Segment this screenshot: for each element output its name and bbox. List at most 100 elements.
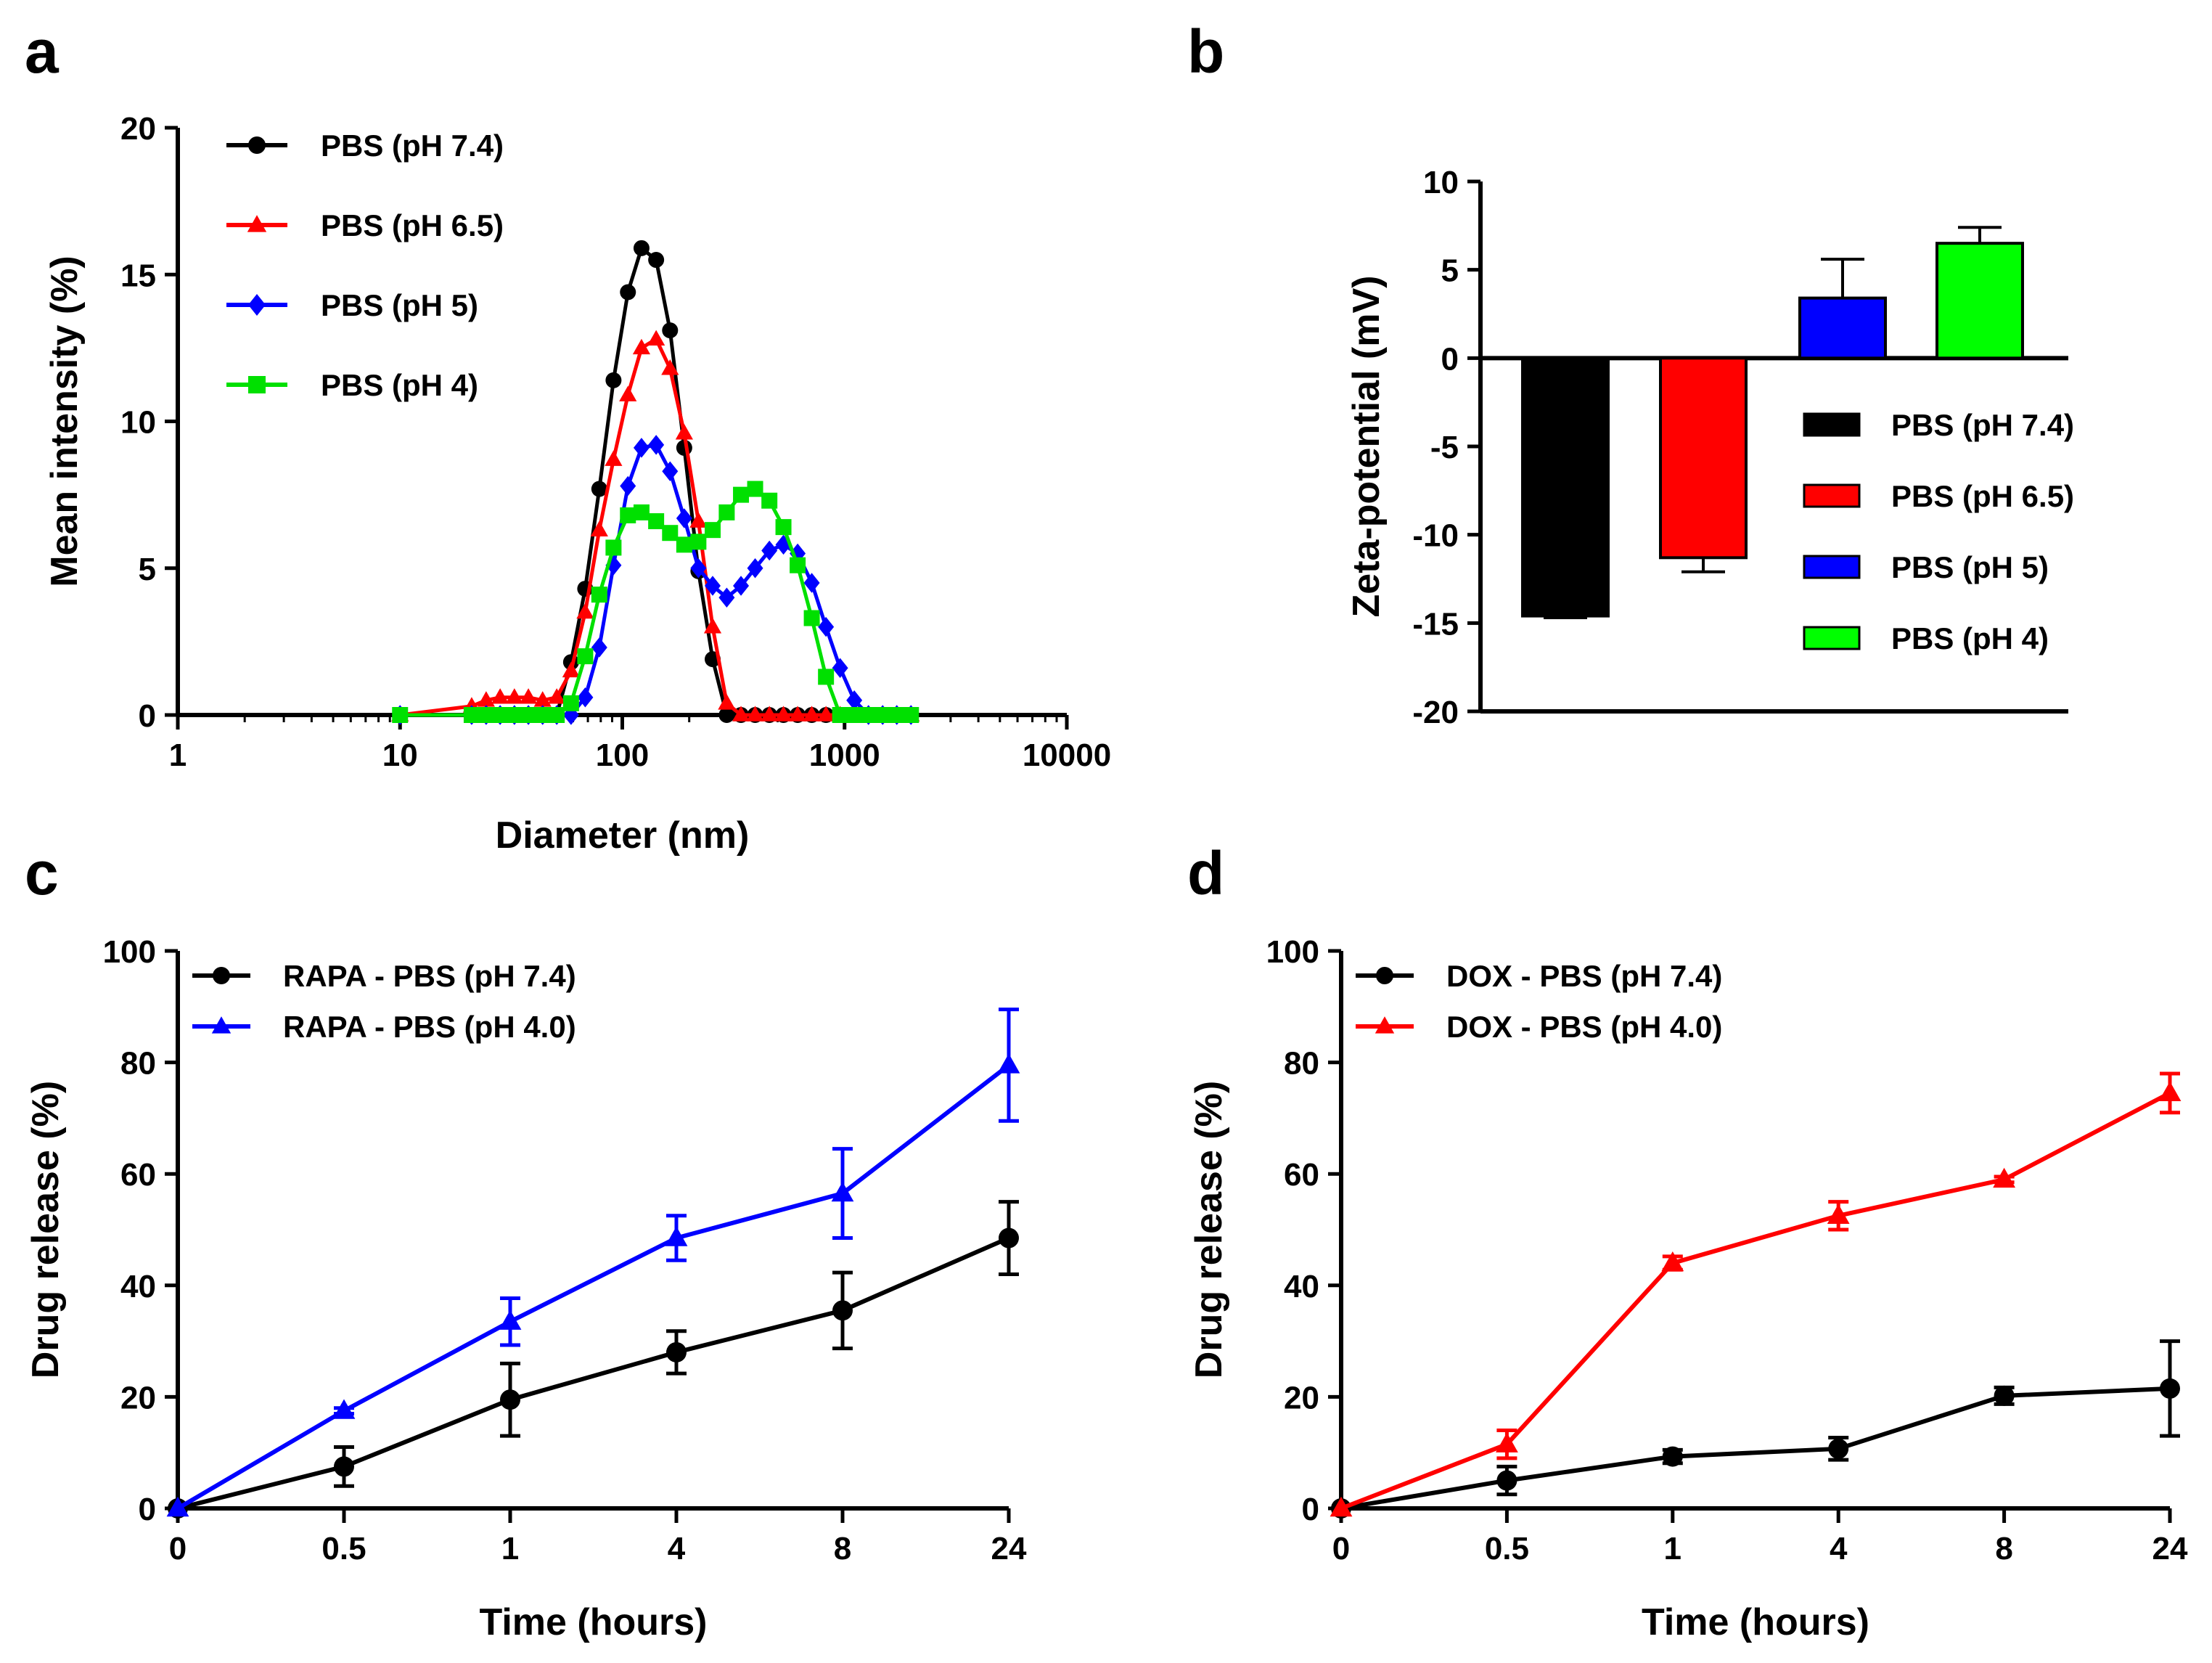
data-point	[648, 435, 665, 455]
x-tick-label: 10000	[1023, 737, 1111, 773]
data-point	[533, 691, 552, 707]
series-line	[1340, 1386, 2171, 1511]
x-tick-label: 1000	[809, 737, 880, 773]
data-point	[662, 461, 679, 482]
data-point	[665, 1226, 688, 1246]
data-point	[332, 1399, 356, 1419]
y-tick-label: 10	[1423, 165, 1459, 200]
data-point	[903, 707, 919, 723]
series-line	[400, 443, 912, 717]
x-tick-label: 1	[169, 737, 187, 773]
legend-entry: RAPA - PBS (pH 7.4)	[283, 959, 576, 993]
data-point	[520, 688, 538, 704]
data-point	[590, 520, 608, 536]
chart-panel-b: -20 -15 -10 -5 0 5 10 Zeta-potential (mV) PBS (p…	[1345, 165, 2074, 730]
data-point	[1993, 1167, 2015, 1188]
x-tick-label: 10	[382, 737, 418, 773]
data-point	[675, 424, 693, 440]
y-tick-label: 5	[1441, 253, 1459, 289]
data-point	[1827, 1204, 1850, 1224]
data-point	[620, 507, 636, 523]
data-point	[733, 486, 750, 503]
data-point	[500, 1389, 520, 1410]
legend-entry: DOX - PBS (pH 4.0)	[1446, 1010, 1722, 1044]
legend-swatch	[1803, 626, 1861, 650]
data-point	[661, 359, 679, 375]
data-point	[705, 576, 721, 596]
data-point	[1662, 1446, 1683, 1467]
data-point	[888, 707, 905, 723]
data-point	[463, 707, 480, 723]
y-tick-label: 20	[1284, 1380, 1319, 1415]
data-point	[334, 1456, 354, 1477]
legend-entry: PBS (pH 6.5)	[1891, 479, 2074, 513]
panel-label-d: d	[1187, 839, 1224, 907]
data-point	[1496, 1470, 1517, 1491]
chart-panel-d: 0 20 40 60 80 100 0 0.5 1 4 8 24 Time (hours) Drug re…	[1188, 934, 2188, 1643]
data-point	[732, 706, 750, 722]
data-point	[703, 618, 722, 634]
x-tick-label: 0	[1332, 1531, 1350, 1566]
data-point	[577, 687, 594, 708]
legend-entry: PBS (pH 7.4)	[1891, 408, 2074, 442]
data-point	[520, 707, 537, 723]
data-point	[392, 707, 409, 723]
bar	[1659, 356, 1748, 560]
y-tick-label: 0	[139, 1492, 156, 1527]
x-axis-title: Diameter (nm)	[496, 814, 750, 857]
data-point	[718, 707, 735, 723]
data-point	[832, 707, 848, 723]
data-point	[620, 284, 636, 301]
x-tick-label: 0.5	[1485, 1531, 1529, 1566]
legend-marker	[247, 215, 267, 232]
y-tick-label: 15	[120, 258, 156, 293]
data-point	[733, 576, 750, 596]
data-point	[832, 658, 848, 679]
x-tick-label: 24	[2152, 1531, 2188, 1566]
x-tick-label: 4	[668, 1531, 686, 1566]
data-point	[761, 706, 779, 722]
legend-entry: PBS (pH 4)	[321, 368, 478, 402]
data-point	[818, 669, 835, 685]
x-tick-label: 8	[1995, 1531, 2012, 1566]
data-point	[662, 322, 679, 339]
data-point	[774, 706, 792, 722]
data-point	[860, 707, 877, 723]
data-point	[633, 240, 650, 256]
data-point	[818, 616, 835, 637]
legend-entry: PBS (pH 4)	[1891, 621, 2049, 655]
data-point	[648, 513, 665, 530]
legend-marker	[248, 294, 266, 316]
x-tick-label: 8	[834, 1531, 851, 1566]
data-point	[591, 587, 607, 603]
data-point	[746, 706, 764, 722]
data-point	[477, 691, 495, 707]
x-axis-title: Time (hours)	[1642, 1601, 1869, 1643]
x-tick-label: 0	[169, 1531, 187, 1566]
y-tick-label: 20	[120, 1380, 156, 1415]
legend-marker	[1376, 967, 1393, 984]
data-point	[1330, 1496, 1353, 1517]
data-point	[690, 534, 707, 550]
y-tick-label: 100	[103, 934, 156, 970]
x-tick-label: 4	[1830, 1531, 1848, 1566]
y-tick-label: 5	[139, 552, 156, 587]
y-tick-label: -20	[1412, 695, 1459, 730]
data-point	[2160, 1378, 2180, 1399]
panel-label-b: b	[1187, 17, 1224, 86]
bar	[1936, 242, 2024, 360]
y-tick-label: 20	[120, 111, 156, 147]
data-point	[632, 338, 651, 355]
data-point	[647, 330, 665, 346]
data-point	[577, 648, 594, 665]
data-point	[997, 1053, 1020, 1074]
data-point	[817, 706, 835, 722]
legend-marker	[248, 136, 266, 154]
data-point	[803, 573, 820, 593]
data-point	[605, 450, 623, 466]
y-tick-label: 100	[1266, 934, 1319, 970]
y-tick-label: 0	[1302, 1492, 1319, 1527]
legend-swatch	[1803, 483, 1861, 508]
y-axis-title: Mean intensity (%)	[44, 256, 86, 587]
